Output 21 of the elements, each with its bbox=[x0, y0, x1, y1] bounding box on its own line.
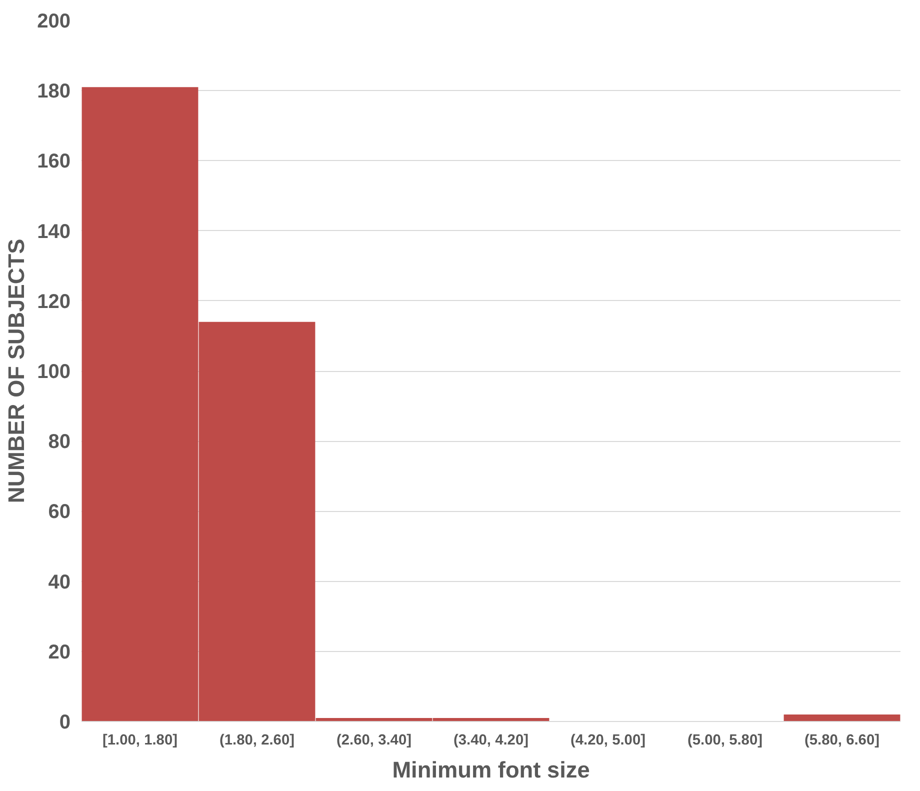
y-tick-label: 120 bbox=[37, 290, 71, 313]
y-tick-label: 180 bbox=[37, 80, 71, 103]
y-tick-label: 0 bbox=[59, 712, 70, 734]
x-tick-label: (5.00, 5.80] bbox=[688, 732, 763, 748]
x-axis-title: Minimum font size bbox=[392, 756, 590, 782]
y-tick-label: 140 bbox=[37, 220, 71, 243]
y-tick-label: 200 bbox=[37, 10, 71, 32]
x-tick-label: (1.80, 2.60] bbox=[220, 732, 295, 748]
y-tick-label: 60 bbox=[48, 501, 71, 524]
x-tick-label: (2.60, 3.40] bbox=[336, 732, 412, 748]
y-tick-label: 20 bbox=[48, 641, 71, 664]
y-tick-label: 40 bbox=[48, 571, 71, 594]
x-tick-label: (3.40, 4.20] bbox=[454, 732, 529, 748]
x-tick-label: (4.20, 5.00] bbox=[570, 732, 646, 748]
y-tick-label: 100 bbox=[37, 361, 71, 383]
y-tick-label: 160 bbox=[37, 150, 71, 173]
y-axis-title: NUMBER OF SUBJECTS bbox=[3, 238, 30, 504]
x-tick-label: (5.80, 6.60] bbox=[804, 732, 880, 748]
y-tick-label: 80 bbox=[48, 431, 71, 454]
x-tick-label: [1.00, 1.80] bbox=[102, 732, 178, 748]
bar bbox=[784, 714, 900, 722]
